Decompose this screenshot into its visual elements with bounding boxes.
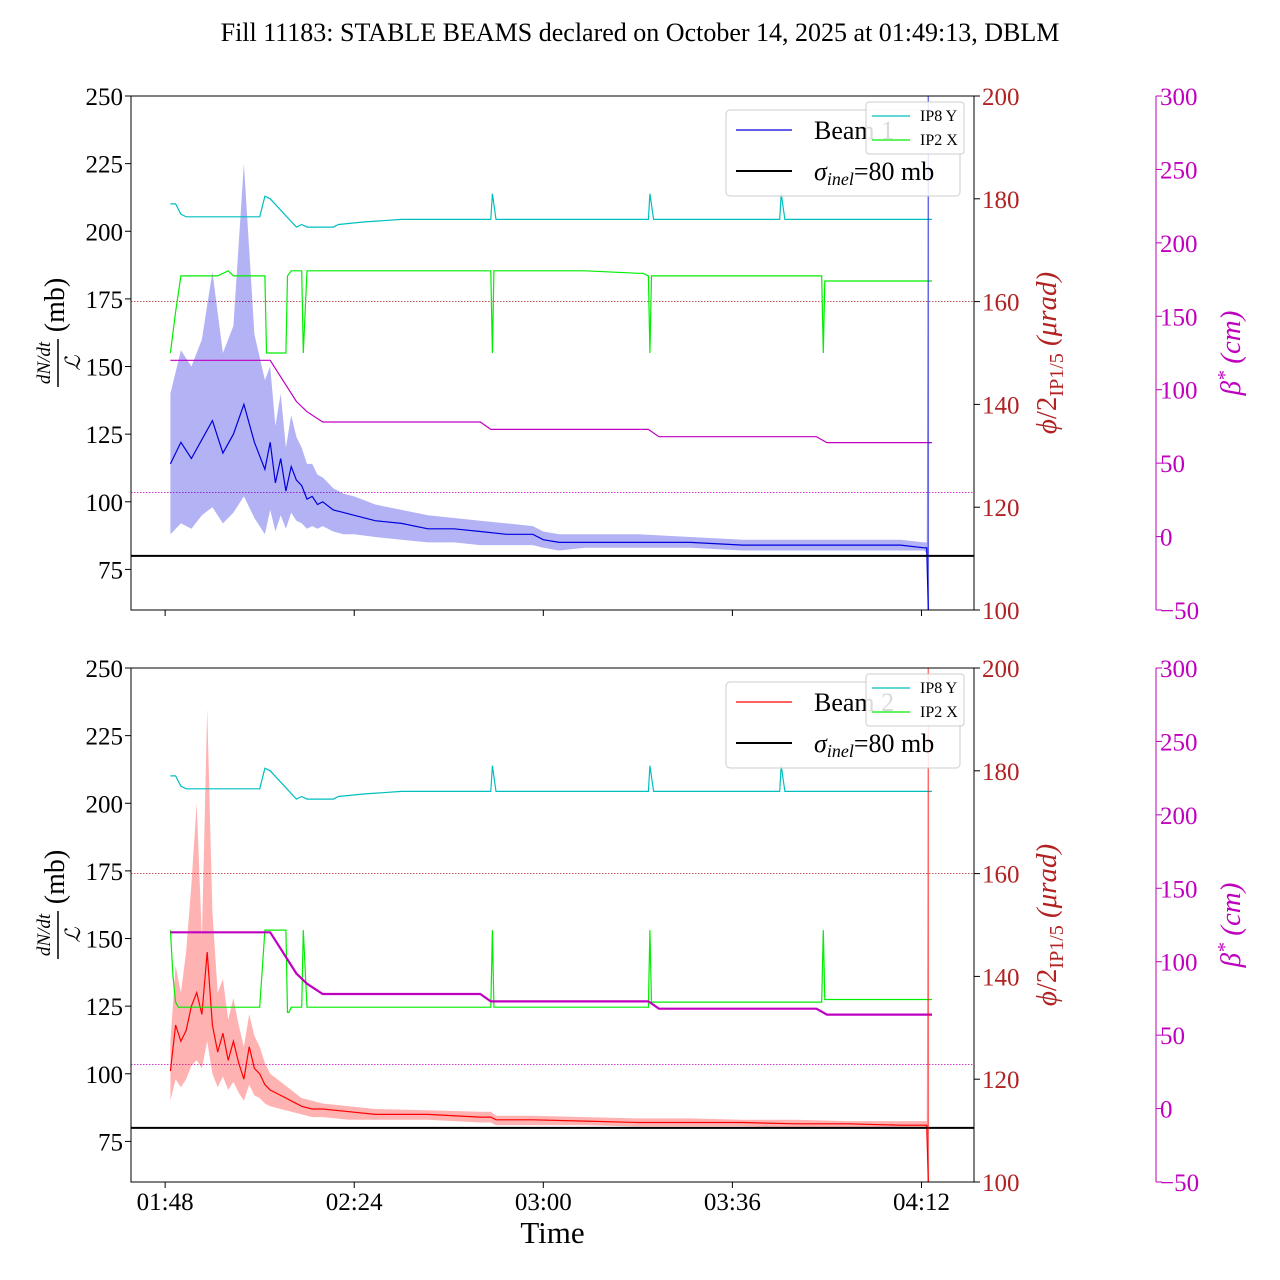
- left-axis-label: dN/dt ℒ (mb): [34, 850, 85, 959]
- beta-tick-label: 300: [1160, 84, 1198, 111]
- left-tick-label: 125: [86, 994, 124, 1021]
- ip8y-series: [170, 765, 932, 800]
- beta-tick-label: 250: [1160, 729, 1198, 756]
- x-tick-label: 01:48: [137, 1189, 194, 1216]
- legend-sigma-label: σinel=80 mb: [814, 729, 934, 761]
- beta-tick-label: 0: [1160, 525, 1173, 552]
- phi-tick-label: 160: [982, 290, 1020, 317]
- beta-tick-label: 200: [1160, 803, 1198, 830]
- phi-axis-label-text: ϕ/2IP1/5 (μrad): [1031, 844, 1068, 1006]
- phi-axis-label-text: ϕ/2IP1/5 (μrad): [1031, 272, 1068, 434]
- phi-tick-label: 200: [982, 84, 1020, 111]
- beta-tick-label: 250: [1160, 157, 1198, 184]
- panel-bottom: 75 100 125 150 175 200 225 250 100 120 140 160 180 20…: [34, 656, 1247, 1250]
- legend-sigma-label: σinel=80 mb: [814, 157, 934, 189]
- beta-tick-label: 200: [1160, 231, 1198, 258]
- small-legend: IP8 Y IP2 X: [865, 101, 965, 155]
- x-tick-label: 04:12: [893, 1189, 950, 1216]
- panel-top: 75 100 125 150 175 200 225 250 100 120 140 160 180 20…: [34, 84, 1247, 625]
- beta-tick-label: 50: [1160, 451, 1185, 478]
- phi-tick-label: 140: [982, 392, 1020, 419]
- left-tick-label: 75: [98, 557, 123, 584]
- beam-series: [169, 402, 929, 610]
- phi-tick-label: 120: [982, 1067, 1020, 1094]
- legend-ip8y-label: IP8 Y: [920, 108, 958, 125]
- x-tick-label: 03:36: [704, 1189, 761, 1216]
- small-legend-box: [865, 101, 965, 155]
- beta-star-series: [170, 931, 932, 1016]
- left-axis-label: dN/dt ℒ (mb): [34, 278, 85, 387]
- ip2x-series: [169, 929, 932, 1013]
- ip2x-series: [169, 270, 932, 354]
- left-axis-label-denominator: ℒ: [61, 355, 85, 371]
- small-legend: IP8 Y IP2 X: [865, 673, 965, 727]
- left-tick-label: 175: [86, 859, 124, 886]
- phi-tick-label: 180: [982, 187, 1020, 214]
- plot-area: [131, 668, 974, 1182]
- left-tick-label: 100: [86, 490, 124, 517]
- left-axis-label-denominator: ℒ: [61, 927, 85, 943]
- ip8y-series: [170, 193, 932, 228]
- left-tick-label: 100: [86, 1062, 124, 1089]
- left-axis-label-unit: (mb): [40, 850, 71, 904]
- beta-axis-label: β* (cm): [1214, 883, 1247, 969]
- x-axis-label: Time: [520, 1215, 584, 1250]
- plot-frame: [130, 667, 975, 1183]
- legend-ip2x-label: IP2 X: [920, 132, 958, 149]
- left-tick-label: 225: [86, 724, 124, 751]
- left-tick-label: 225: [86, 152, 124, 179]
- left-tick-label: 175: [86, 287, 124, 314]
- legend-ip2x-label: IP2 X: [920, 704, 958, 721]
- phi-axis-label: ϕ/2IP1/5 (μrad): [1031, 844, 1068, 1006]
- left-tick-label: 200: [86, 219, 124, 246]
- left-axis-label-unit: (mb): [40, 278, 71, 332]
- beta-tick-label: 0: [1160, 1097, 1173, 1124]
- beta-axis-label-text: β* (cm): [1214, 883, 1247, 969]
- beta-axis-label-text: β* (cm): [1214, 311, 1247, 397]
- phi-tick-label: 180: [982, 759, 1020, 786]
- beta-tick-label: 300: [1160, 656, 1198, 683]
- left-tick-label: 150: [86, 927, 124, 954]
- left-tick-label: 250: [86, 656, 124, 683]
- beta-star-series: [170, 359, 932, 444]
- phi-tick-label: 120: [982, 495, 1020, 522]
- x-tick-label: 02:24: [326, 1189, 383, 1216]
- left-tick-label: 200: [86, 791, 124, 818]
- x-tick-label: 03:00: [515, 1189, 572, 1216]
- beta-tick-label: 150: [1160, 876, 1198, 903]
- beta-tick-label: 50: [1160, 1023, 1185, 1050]
- phi-axis-label: ϕ/2IP1/5 (μrad): [1031, 272, 1068, 434]
- beta-tick-label: 100: [1160, 378, 1198, 405]
- beta-tick-label: −50: [1160, 1170, 1199, 1197]
- phi-tick-label: 140: [982, 964, 1020, 991]
- beta-tick-label: 100: [1160, 950, 1198, 977]
- beam-series: [169, 952, 929, 1182]
- phi-tick-label: 100: [982, 1170, 1020, 1197]
- left-tick-label: 75: [98, 1129, 123, 1156]
- beta-tick-label: −50: [1160, 598, 1199, 625]
- beta-axis-label: β* (cm): [1214, 311, 1247, 397]
- small-legend-box: [865, 673, 965, 727]
- left-tick-label: 150: [86, 355, 124, 382]
- left-axis-label-numerator: dN/dt: [34, 341, 55, 384]
- plot-frame: [130, 95, 975, 611]
- phi-tick-label: 100: [982, 598, 1020, 625]
- phi-tick-label: 200: [982, 656, 1020, 683]
- plot-area: [131, 96, 974, 610]
- left-tick-label: 125: [86, 422, 124, 449]
- legend-ip8y-label: IP8 Y: [920, 680, 958, 697]
- left-axis-label-numerator: dN/dt: [34, 913, 55, 956]
- phi-tick-label: 160: [982, 862, 1020, 889]
- left-tick-label: 250: [86, 84, 124, 111]
- beta-tick-label: 150: [1160, 304, 1198, 331]
- chart-title: Fill 11183: STABLE BEAMS declared on Oct…: [220, 18, 1060, 47]
